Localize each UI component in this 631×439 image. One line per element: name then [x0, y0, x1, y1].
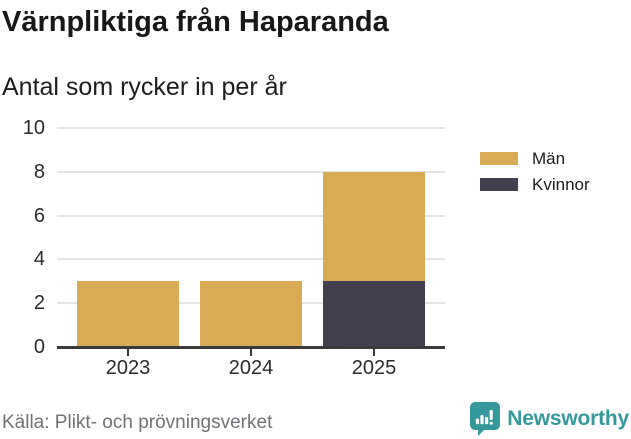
legend-swatch-kvinnor [480, 178, 518, 191]
y-tick-label-8: 8 [33, 160, 45, 183]
gridline-6 [57, 214, 445, 217]
x-axis-labels: 2023 2024 2025 [57, 356, 445, 380]
x-tick-label-2023: 2023 [105, 357, 151, 379]
gridline-4 [57, 258, 445, 261]
bar-män-2023 [76, 281, 180, 347]
legend-item-män: Män [480, 146, 590, 171]
chart-title: Värnpliktiga från Haparanda [2, 6, 389, 38]
x-tick-label-2025: 2025 [351, 357, 397, 379]
y-tick-label-2: 2 [33, 292, 45, 315]
newsworthy-wordmark: Newsworthy [507, 407, 629, 430]
y-axis-labels: 0 2 4 6 8 10 [0, 117, 45, 358]
newsworthy-logo-link[interactable]: Newsworthy [470, 402, 629, 436]
y-tick-label-0: 0 [33, 336, 45, 358]
x-tick-2024 [250, 349, 252, 356]
bar-män-2024 [199, 281, 303, 347]
y-tick-label-6: 6 [33, 204, 45, 227]
legend-label-män: Män [532, 148, 566, 168]
legend: Män Kvinnor [480, 146, 590, 197]
source-note: Källa: Plikt- och prövningsverket [2, 412, 273, 433]
gridline-10 [57, 127, 445, 129]
chart-subtitle: Antal som rycker in per år [2, 73, 287, 101]
bar-kvinnor-2025 [322, 281, 426, 347]
plot-area [57, 127, 445, 356]
bar-chart-speech-bubble-icon [470, 402, 501, 436]
x-tick-label-2024: 2024 [228, 357, 274, 379]
gridline-8 [57, 170, 445, 173]
legend-swatch-män [480, 152, 518, 165]
x-tick-2025 [372, 349, 375, 356]
legend-item-kvinnor: Kvinnor [480, 172, 590, 197]
y-tick-label-10: 10 [22, 117, 45, 139]
legend-label-kvinnor: Kvinnor [532, 174, 590, 194]
x-axis-baseline [57, 346, 445, 349]
bar-män-2025 [322, 171, 426, 282]
x-tick-2023 [127, 349, 129, 356]
y-tick-label-4: 4 [33, 248, 45, 271]
